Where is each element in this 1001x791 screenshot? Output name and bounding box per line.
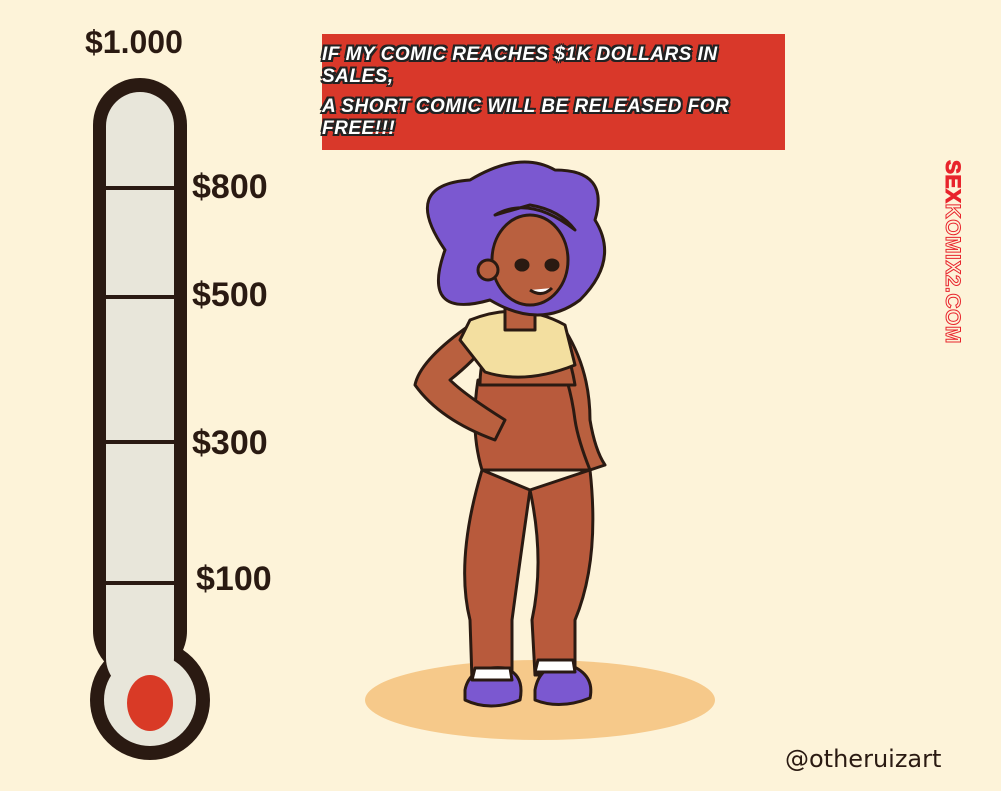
watermark-prefix: SEX [941,160,965,205]
goal-label: $1.000 [85,24,183,60]
thermometer-fill-bulb [127,675,173,731]
banner-line-2: a short comic will be released for free!… [322,96,730,139]
banner-line-1: If my comic Reaches $1k dollars in sales… [322,44,718,87]
watermark: SEXKOMIX2.COM [940,160,965,345]
announcement-banner: If my comic Reaches $1k dollars in sales… [322,34,785,150]
watermark-rest: KOMIX2.COM [941,203,965,344]
artist-credit: @otheruizart [785,745,942,773]
tick-label-500: $500 [192,276,268,314]
tick-label-800: $800 [192,168,268,206]
character-illustration [365,160,715,740]
tick-label-300: $300 [192,424,268,462]
tick-label-100: $100 [196,560,272,598]
thermometer-ticks [106,186,174,585]
